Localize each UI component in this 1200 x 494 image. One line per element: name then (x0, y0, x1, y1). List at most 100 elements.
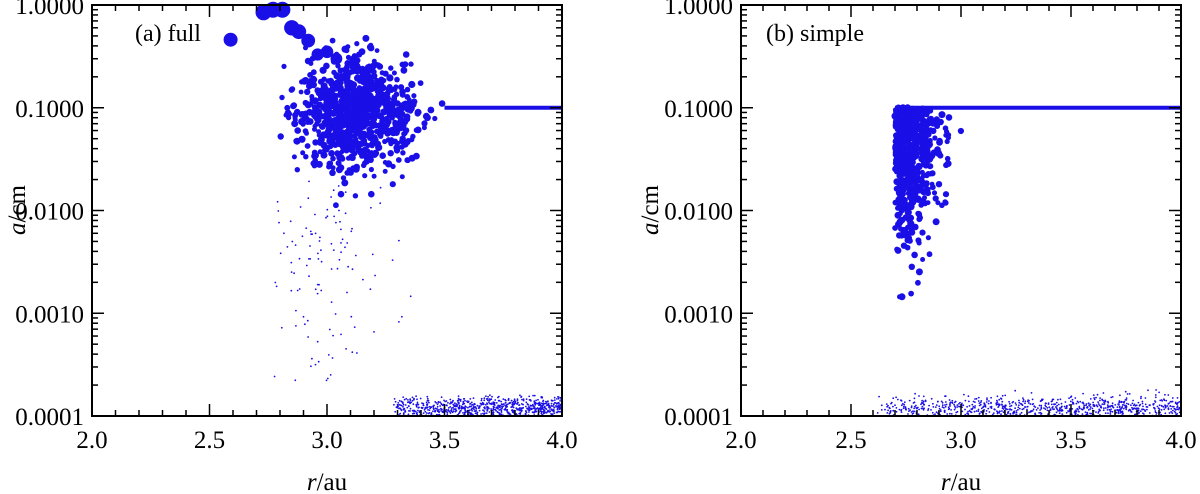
data-point (914, 125, 922, 133)
data-point (280, 326, 283, 329)
data-point (517, 401, 519, 404)
data-point (475, 410, 477, 413)
data-point (1053, 403, 1055, 406)
data-point (542, 402, 545, 405)
data-point (1171, 405, 1174, 408)
data-point (310, 98, 317, 104)
data-point (932, 402, 934, 405)
data-point (1164, 406, 1167, 409)
data-point (1124, 406, 1127, 408)
data-point (1008, 400, 1010, 403)
data-point (934, 118, 942, 126)
data-point (893, 163, 901, 171)
data-point (913, 405, 916, 408)
data-point (910, 154, 918, 161)
data-point (307, 197, 310, 200)
data-point (921, 405, 924, 408)
data-point (541, 406, 544, 409)
data-point (387, 150, 394, 157)
data-point (400, 66, 408, 74)
data-point (912, 402, 915, 404)
data-point (317, 252, 319, 255)
data-point (1154, 411, 1157, 414)
data-point (499, 405, 502, 407)
data-point (337, 190, 345, 198)
data-point (985, 401, 988, 403)
data-point (500, 411, 503, 413)
data-point (533, 394, 536, 397)
data-point (885, 403, 888, 405)
data-point (1068, 410, 1071, 413)
data-point (1096, 393, 1099, 396)
data-point (542, 399, 545, 402)
data-point (1076, 407, 1079, 410)
data-point (938, 111, 946, 119)
data-point (386, 87, 392, 93)
data-point (989, 406, 992, 408)
data-point (449, 412, 452, 414)
data-point (417, 403, 420, 406)
data-point (325, 216, 327, 219)
data-point (312, 113, 319, 120)
data-point (1018, 401, 1021, 404)
data-point (426, 397, 429, 400)
data-point (1060, 406, 1063, 409)
data-point (967, 395, 970, 398)
data-point (330, 196, 332, 198)
y-tick-label: 0.0010 (664, 301, 733, 328)
data-point (354, 140, 361, 146)
data-point (934, 146, 941, 153)
data-point (1009, 405, 1011, 408)
data-point (1014, 402, 1017, 404)
y-tick-labels-full: 0.0001 0.0010 0.0100 0.1000 1.0000 (15, 0, 84, 431)
data-point (987, 407, 990, 410)
data-point (462, 412, 464, 414)
data-point (895, 407, 898, 409)
data-point (352, 114, 358, 120)
data-point (349, 142, 356, 149)
data-point (993, 408, 996, 411)
data-point (371, 173, 377, 179)
x-axis-var-full: r (307, 469, 317, 494)
data-point (540, 402, 543, 405)
ticks-simple (740, 4, 1182, 417)
data-point (1011, 401, 1014, 404)
data-point (1057, 398, 1059, 401)
data-point (311, 149, 318, 156)
data-point (1022, 400, 1024, 403)
data-point (1111, 402, 1114, 405)
data-point (452, 410, 455, 412)
data-point (1093, 397, 1095, 399)
data-point (1029, 403, 1032, 405)
data-point (1052, 406, 1054, 408)
x-tick-labels-simple: 2.0 2.5 3.0 3.5 4.0 (725, 427, 1196, 454)
data-point (306, 319, 309, 322)
data-point (1121, 410, 1124, 413)
data-point (1135, 408, 1138, 410)
data-point (330, 133, 337, 140)
data-point (402, 406, 404, 408)
data-point (1015, 410, 1018, 412)
data-point (516, 398, 519, 401)
x-tick-label: 2.0 (725, 427, 756, 454)
data-point (955, 411, 958, 414)
data-point (974, 406, 976, 409)
data-point (1098, 404, 1101, 407)
data-point (986, 398, 988, 401)
data-point (535, 407, 538, 410)
data-point (945, 135, 952, 141)
data-point (907, 193, 914, 201)
data-point (1064, 407, 1067, 409)
data-point (454, 402, 456, 405)
data-point (522, 398, 525, 401)
data-point (926, 116, 932, 123)
data-point (283, 112, 289, 118)
data-point (322, 152, 328, 158)
data-point (1101, 398, 1104, 401)
data-point (1154, 410, 1157, 412)
data-point (916, 407, 918, 410)
data-point (490, 398, 493, 401)
data-point (303, 115, 310, 122)
data-point (393, 123, 400, 131)
data-point (894, 246, 900, 253)
